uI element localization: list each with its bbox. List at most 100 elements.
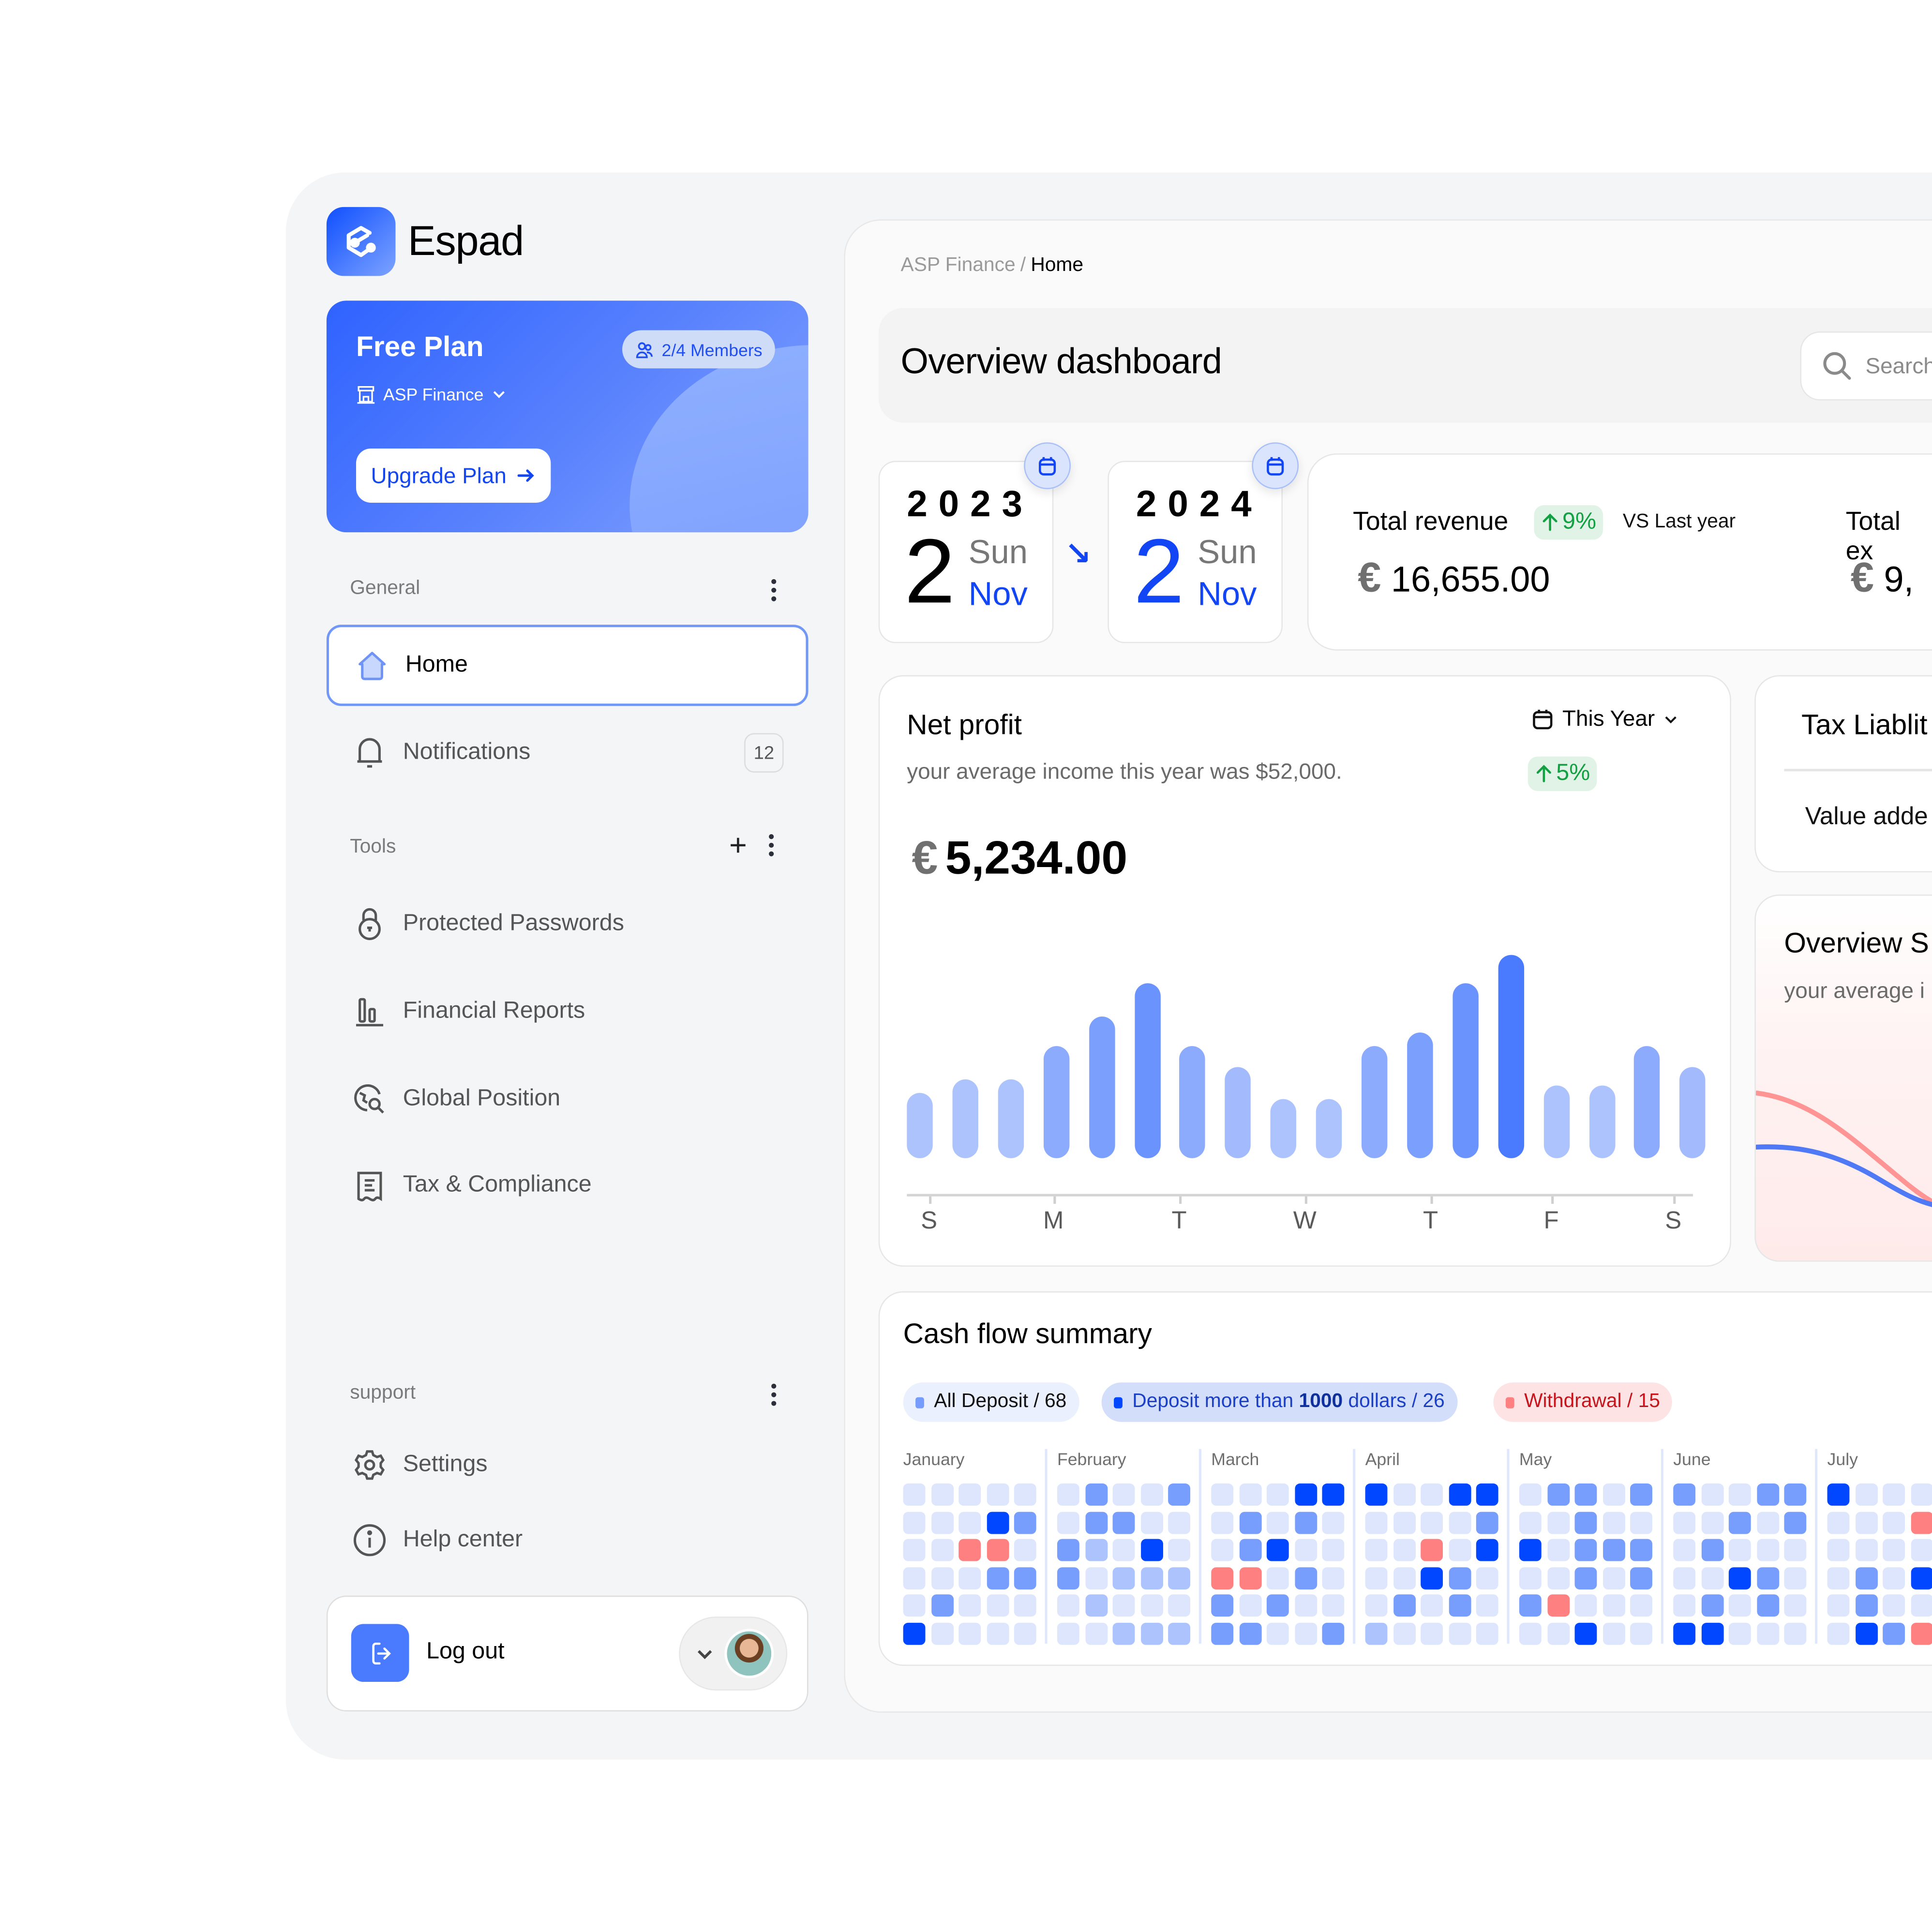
heatmap-cell[interactable] xyxy=(1855,1483,1877,1506)
chart-bar[interactable] xyxy=(1089,1016,1115,1158)
heatmap-cell[interactable] xyxy=(1784,1566,1807,1589)
chart-bar[interactable] xyxy=(1407,1032,1433,1158)
heatmap-cell[interactable] xyxy=(1266,1511,1289,1534)
heatmap-cell[interactable] xyxy=(1827,1483,1850,1506)
sidebar-item-help-center[interactable]: Help center xyxy=(327,1499,809,1581)
heatmap-cell[interactable] xyxy=(930,1622,953,1645)
heatmap-cell[interactable] xyxy=(1855,1622,1877,1645)
heatmap-cell[interactable] xyxy=(1784,1483,1807,1506)
chart-bar[interactable] xyxy=(952,1078,978,1158)
upgrade-plan-button[interactable]: Upgrade Plan xyxy=(356,448,551,503)
heatmap-cell[interactable] xyxy=(1827,1539,1850,1561)
heatmap-cell[interactable] xyxy=(1756,1622,1779,1645)
heatmap-cell[interactable] xyxy=(1883,1539,1905,1561)
heatmap-cell[interactable] xyxy=(1910,1594,1932,1617)
filter-deposit-over-1000[interactable]: Deposit more than 1000 dollars / 26 xyxy=(1101,1382,1457,1422)
heatmap-cell[interactable] xyxy=(1673,1566,1696,1589)
heatmap-cell[interactable] xyxy=(1448,1622,1471,1645)
heatmap-cell[interactable] xyxy=(1630,1539,1652,1561)
heatmap-cell[interactable] xyxy=(930,1594,953,1617)
heatmap-cell[interactable] xyxy=(1448,1566,1471,1589)
heatmap-cell[interactable] xyxy=(1140,1483,1163,1506)
heatmap-cell[interactable] xyxy=(1112,1566,1135,1589)
heatmap-cell[interactable] xyxy=(1883,1594,1905,1617)
heatmap-cell[interactable] xyxy=(959,1539,981,1561)
heatmap-cell[interactable] xyxy=(1827,1594,1850,1617)
heatmap-cell[interactable] xyxy=(1421,1539,1443,1561)
chart-bar[interactable] xyxy=(1225,1066,1251,1158)
heatmap-cell[interactable] xyxy=(1883,1622,1905,1645)
heatmap-cell[interactable] xyxy=(986,1594,1009,1617)
heatmap-cell[interactable] xyxy=(1883,1566,1905,1589)
heatmap-cell[interactable] xyxy=(1476,1539,1498,1561)
heatmap-cell[interactable] xyxy=(1322,1539,1345,1561)
heatmap-cell[interactable] xyxy=(903,1511,926,1534)
sidebar-item-protected-passwords[interactable]: Protected Passwords xyxy=(327,884,809,965)
heatmap-cell[interactable] xyxy=(1728,1594,1751,1617)
heatmap-cell[interactable] xyxy=(1519,1483,1542,1506)
heatmap-cell[interactable] xyxy=(1756,1566,1779,1589)
heatmap-cell[interactable] xyxy=(1701,1622,1723,1645)
heatmap-cell[interactable] xyxy=(1211,1539,1234,1561)
heatmap-cell[interactable] xyxy=(1728,1539,1751,1561)
tax-liability-row[interactable]: Value adde xyxy=(1805,803,1928,831)
heatmap-cell[interactable] xyxy=(1673,1622,1696,1645)
heatmap-cell[interactable] xyxy=(1211,1566,1234,1589)
heatmap-cell[interactable] xyxy=(1014,1622,1036,1645)
heatmap-cell[interactable] xyxy=(1266,1566,1289,1589)
heatmap-cell[interactable] xyxy=(986,1511,1009,1534)
heatmap-cell[interactable] xyxy=(1294,1594,1317,1617)
heatmap-cell[interactable] xyxy=(1085,1566,1108,1589)
heatmap-cell[interactable] xyxy=(1365,1594,1388,1617)
heatmap-cell[interactable] xyxy=(1519,1511,1542,1534)
heatmap-cell[interactable] xyxy=(1211,1594,1234,1617)
plus-icon[interactable] xyxy=(728,836,748,855)
heatmap-cell[interactable] xyxy=(1421,1511,1443,1534)
sidebar-item-financial-reports[interactable]: Financial Reports xyxy=(327,971,809,1052)
heatmap-cell[interactable] xyxy=(1211,1511,1234,1534)
heatmap-cell[interactable] xyxy=(1547,1622,1570,1645)
heatmap-cell[interactable] xyxy=(903,1566,926,1589)
heatmap-cell[interactable] xyxy=(1266,1622,1289,1645)
heatmap-cell[interactable] xyxy=(1519,1622,1542,1645)
heatmap-cell[interactable] xyxy=(1239,1539,1261,1561)
heatmap-cell[interactable] xyxy=(986,1539,1009,1561)
heatmap-cell[interactable] xyxy=(1728,1566,1751,1589)
heatmap-cell[interactable] xyxy=(1756,1483,1779,1506)
heatmap-cell[interactable] xyxy=(1140,1566,1163,1589)
heatmap-cell[interactable] xyxy=(1448,1594,1471,1617)
heatmap-cell[interactable] xyxy=(1112,1511,1135,1534)
heatmap-cell[interactable] xyxy=(1112,1594,1135,1617)
sidebar-item-global-position[interactable]: Global Position xyxy=(327,1058,809,1139)
heatmap-cell[interactable] xyxy=(1421,1566,1443,1589)
heatmap-cell[interactable] xyxy=(1168,1511,1190,1534)
heatmap-cell[interactable] xyxy=(1910,1483,1932,1506)
chart-bar[interactable] xyxy=(1316,1099,1342,1158)
heatmap-cell[interactable] xyxy=(1322,1483,1345,1506)
heatmap-cell[interactable] xyxy=(1211,1622,1234,1645)
heatmap-cell[interactable] xyxy=(1014,1511,1036,1534)
search-box[interactable] xyxy=(1800,331,1932,401)
heatmap-cell[interactable] xyxy=(1855,1566,1877,1589)
heatmap-cell[interactable] xyxy=(1365,1511,1388,1534)
heatmap-cell[interactable] xyxy=(1168,1566,1190,1589)
heatmap-cell[interactable] xyxy=(1365,1539,1388,1561)
heatmap-cell[interactable] xyxy=(1168,1622,1190,1645)
heatmap-cell[interactable] xyxy=(1112,1622,1135,1645)
heatmap-cell[interactable] xyxy=(1085,1594,1108,1617)
heatmap-cell[interactable] xyxy=(1294,1566,1317,1589)
heatmap-cell[interactable] xyxy=(1140,1511,1163,1534)
heatmap-cell[interactable] xyxy=(1728,1483,1751,1506)
heatmap-cell[interactable] xyxy=(959,1622,981,1645)
heatmap-cell[interactable] xyxy=(1855,1594,1877,1617)
heatmap-cell[interactable] xyxy=(1393,1566,1415,1589)
heatmap-cell[interactable] xyxy=(959,1594,981,1617)
heatmap-cell[interactable] xyxy=(1266,1483,1289,1506)
heatmap-cell[interactable] xyxy=(1519,1594,1542,1617)
heatmap-cell[interactable] xyxy=(1057,1539,1079,1561)
heatmap-cell[interactable] xyxy=(1421,1594,1443,1617)
heatmap-cell[interactable] xyxy=(1784,1539,1807,1561)
heatmap-cell[interactable] xyxy=(1393,1483,1415,1506)
general-more-button[interactable] xyxy=(768,579,780,601)
app-logo[interactable]: Espad xyxy=(326,207,524,276)
